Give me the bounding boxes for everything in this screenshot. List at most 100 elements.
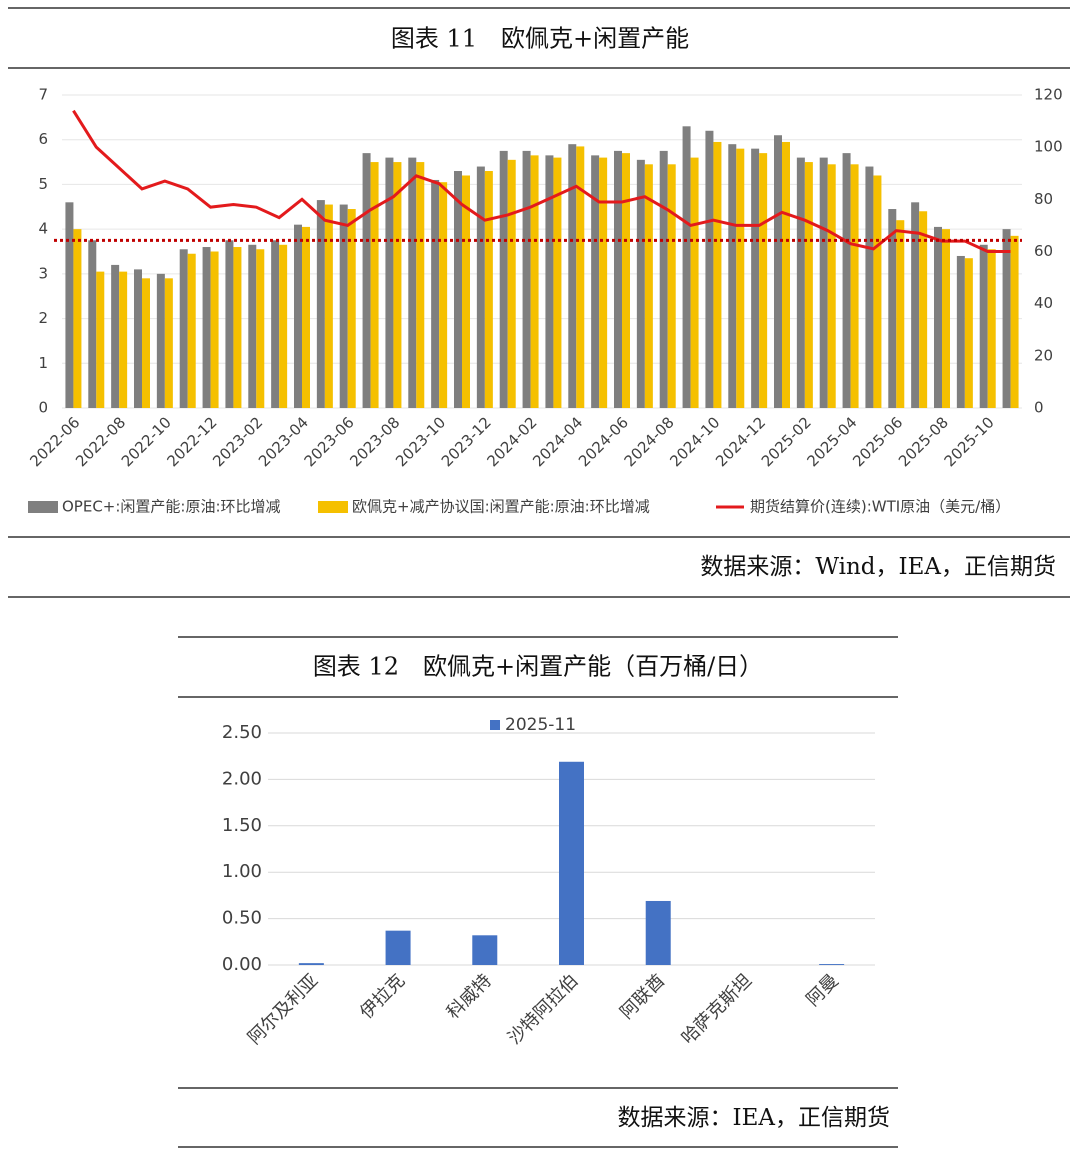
x-tick-label: 阿曼 bbox=[802, 970, 842, 1010]
bar bbox=[713, 141, 722, 408]
legend-swatch bbox=[490, 720, 500, 730]
bar bbox=[659, 150, 668, 408]
bar bbox=[530, 155, 539, 408]
y-tick-label: 1 bbox=[38, 354, 48, 372]
bar bbox=[622, 153, 630, 408]
x-tick-label: 科威特 bbox=[443, 970, 496, 1023]
bar bbox=[385, 930, 411, 965]
bar bbox=[736, 148, 745, 408]
line bbox=[72, 109, 1011, 253]
bar bbox=[599, 157, 608, 408]
x-tick-label: 沙特阿拉伯 bbox=[504, 970, 582, 1048]
bar bbox=[896, 220, 905, 408]
bar bbox=[1010, 235, 1019, 408]
legend-label: 2025-11 bbox=[505, 715, 576, 735]
bar bbox=[339, 204, 348, 408]
bar bbox=[819, 157, 828, 408]
bar bbox=[484, 171, 493, 408]
bar bbox=[179, 249, 188, 408]
bar bbox=[842, 153, 851, 408]
bar bbox=[911, 202, 920, 408]
bar bbox=[888, 209, 897, 408]
x-tick-label: 阿联酋 bbox=[616, 970, 669, 1023]
bar bbox=[454, 171, 462, 408]
bar bbox=[202, 247, 211, 408]
y-tick-label: 3 bbox=[38, 264, 48, 282]
bar bbox=[362, 153, 371, 408]
bar bbox=[431, 179, 440, 408]
bar bbox=[256, 249, 265, 408]
bar bbox=[591, 155, 600, 408]
bar bbox=[476, 166, 485, 408]
bar bbox=[302, 226, 310, 408]
bar bbox=[294, 224, 302, 408]
y-tick-label: 6 bbox=[38, 130, 48, 148]
bar bbox=[279, 244, 288, 408]
y-tick-label: 2.00 bbox=[222, 768, 262, 789]
bar bbox=[416, 162, 425, 408]
bar bbox=[1002, 229, 1011, 408]
y-tick-label: 0 bbox=[38, 399, 48, 417]
bar bbox=[142, 278, 150, 408]
bar bbox=[644, 164, 653, 408]
y2-tick-label: 0 bbox=[1034, 399, 1044, 417]
bar bbox=[614, 150, 622, 408]
bar bbox=[705, 130, 714, 408]
bar bbox=[934, 226, 942, 408]
y2-tick-label: 60 bbox=[1034, 242, 1053, 260]
bar bbox=[385, 157, 394, 408]
bar bbox=[782, 141, 790, 408]
bar bbox=[728, 144, 737, 408]
legend-label: 期货结算价(连续):WTI原油（美元/桶） bbox=[750, 498, 1010, 516]
bar bbox=[507, 159, 516, 408]
y2-tick-label: 120 bbox=[1034, 86, 1063, 104]
bar bbox=[233, 247, 242, 408]
y2-tick-label: 20 bbox=[1034, 346, 1053, 364]
legend-label: OPEC+:闲置产能:原油:环比增减 bbox=[62, 498, 281, 516]
bar bbox=[164, 278, 173, 408]
bar bbox=[690, 157, 699, 408]
bar bbox=[774, 135, 782, 408]
bar bbox=[545, 155, 554, 408]
y-tick-label: 4 bbox=[38, 220, 48, 238]
bar bbox=[576, 146, 585, 408]
bar bbox=[499, 150, 508, 408]
bar bbox=[956, 255, 965, 408]
bar bbox=[796, 157, 805, 408]
figure-title: 图表 11 欧佩克+闲置产能 bbox=[391, 25, 689, 53]
bar bbox=[568, 144, 577, 408]
bar bbox=[408, 157, 417, 408]
x-tick-label: 2025-10 bbox=[941, 413, 998, 470]
y-tick-label: 1.50 bbox=[222, 815, 262, 836]
legend-swatch bbox=[318, 501, 348, 513]
bar bbox=[850, 164, 859, 408]
bar bbox=[873, 175, 882, 408]
bar bbox=[248, 244, 257, 408]
bar bbox=[522, 150, 531, 408]
bar bbox=[210, 251, 219, 408]
bar bbox=[88, 240, 97, 408]
legend-label: 欧佩克+减产协议国:闲置产能:原油:环比增减 bbox=[352, 498, 650, 516]
source: 数据来源：Wind，IEA，正信期货 bbox=[700, 554, 1056, 580]
legend-swatch bbox=[28, 501, 58, 513]
bar bbox=[393, 162, 402, 408]
y2-tick-label: 80 bbox=[1034, 190, 1053, 208]
bar bbox=[645, 900, 671, 965]
x-tick-label: 哈萨克斯坦 bbox=[678, 970, 756, 1048]
bar bbox=[225, 240, 234, 408]
bar bbox=[156, 273, 165, 408]
bar bbox=[65, 202, 74, 408]
y-tick-label: 5 bbox=[38, 175, 48, 193]
y2-tick-label: 40 bbox=[1034, 294, 1053, 312]
y-tick-label: 2 bbox=[38, 309, 48, 327]
bar bbox=[942, 229, 950, 408]
bar bbox=[865, 166, 874, 408]
bar bbox=[370, 162, 379, 408]
y-tick-label: 2.50 bbox=[222, 722, 262, 743]
bar bbox=[134, 269, 142, 408]
bar bbox=[119, 271, 128, 408]
bar bbox=[827, 164, 836, 408]
bar bbox=[819, 964, 845, 965]
bar bbox=[472, 935, 498, 965]
